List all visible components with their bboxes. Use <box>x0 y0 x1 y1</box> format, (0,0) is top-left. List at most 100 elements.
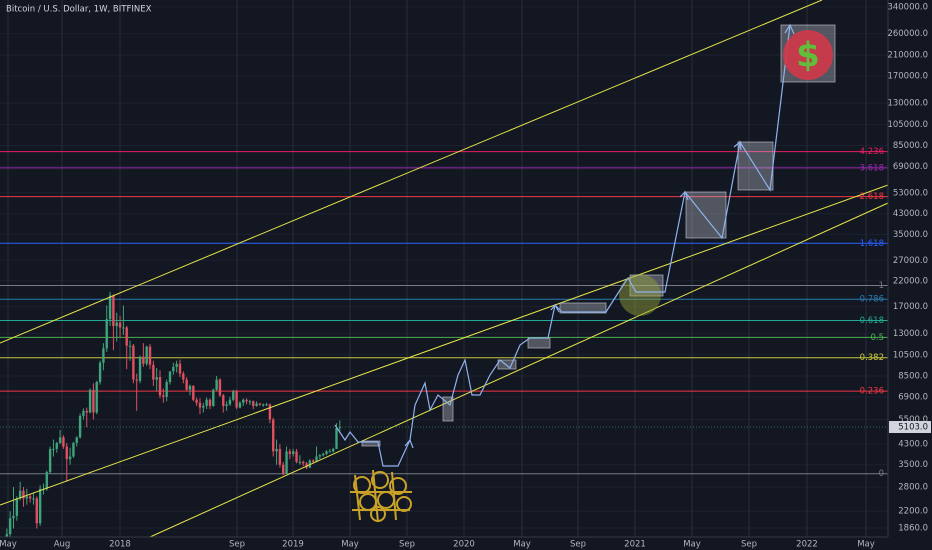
x-tick-label: 2018 <box>109 540 131 550</box>
candle-body <box>65 446 68 460</box>
channel-line <box>0 184 889 506</box>
candle-body <box>331 448 335 452</box>
candle-body <box>292 451 295 454</box>
candle-body <box>95 382 98 413</box>
candle-body <box>92 389 95 413</box>
badge-symbol: $ <box>796 36 820 76</box>
y-tick-label: 85000.0 <box>893 141 928 151</box>
x-tick-label: Sep <box>741 540 757 550</box>
candle-body <box>135 379 138 381</box>
candle-body <box>295 451 298 462</box>
candle-body <box>48 448 52 473</box>
candle-body <box>152 364 155 380</box>
y-tick-label: 105000.0 <box>887 120 928 130</box>
candle-body <box>175 363 178 367</box>
grid <box>0 0 888 537</box>
candle-body <box>15 498 19 516</box>
x-tick-label: May <box>0 540 17 550</box>
x-tick-label: 2020 <box>453 540 475 550</box>
candle-body <box>228 399 232 405</box>
candle-body <box>168 371 172 383</box>
candle-body <box>58 437 62 443</box>
fib-level-label: 0.618 <box>860 316 884 326</box>
candle-body <box>122 327 125 329</box>
candle-body <box>275 448 278 452</box>
box <box>527 337 551 349</box>
fib-level-label: 0.786 <box>860 295 884 305</box>
y-tick-label: 8500.0 <box>898 371 928 381</box>
candle-body <box>188 385 192 390</box>
candle-body <box>232 391 235 400</box>
candle-body <box>138 356 142 381</box>
time-axis-bg <box>0 537 932 550</box>
candle-body <box>328 451 332 453</box>
candle-body <box>252 401 255 406</box>
highlight-circle <box>619 274 661 316</box>
arrow-head <box>784 23 795 35</box>
candle-body <box>28 496 32 499</box>
candle-body <box>182 373 185 380</box>
candle-body <box>245 399 248 402</box>
y-tick-label: 4300.0 <box>898 440 928 450</box>
arrow-head <box>733 140 742 151</box>
x-tick-label: May <box>683 540 701 550</box>
y-tick-label: 13000.0 <box>893 329 928 339</box>
candle-body <box>68 456 72 460</box>
y-tick-label: 130000.0 <box>887 99 928 109</box>
candle-body <box>158 377 162 396</box>
fib-levels: 0 0.236 0.382 0.5 0.618 0.786 1 1.618 2.618 3.618… <box>0 147 888 479</box>
candle-body <box>102 348 105 363</box>
candle-body <box>8 518 12 535</box>
candle-body <box>238 402 242 408</box>
candle-body <box>235 391 238 408</box>
y-tick-label: 1860.0 <box>898 523 928 533</box>
candle-body <box>218 379 222 396</box>
candle-body <box>305 463 308 468</box>
box <box>361 440 381 447</box>
candle-body <box>98 362 102 383</box>
candle-body <box>225 404 228 406</box>
candle-body <box>321 453 325 456</box>
arrow-head <box>404 438 414 449</box>
candle-body <box>85 410 88 413</box>
candle-body <box>298 461 302 463</box>
candle-body <box>325 451 328 454</box>
candle-body <box>278 448 282 465</box>
candle-body <box>12 515 15 519</box>
y-tick-label: 170000.0 <box>887 72 928 82</box>
y-tick-label: 43000.0 <box>893 209 928 219</box>
candle-body <box>265 404 268 406</box>
candle-body <box>268 404 272 420</box>
projection-path <box>334 24 791 467</box>
candle-body <box>115 322 118 327</box>
candle-body <box>315 456 318 462</box>
candle-body <box>242 399 245 403</box>
channel-line <box>149 202 889 538</box>
candle-body <box>125 327 128 346</box>
arrow-head <box>550 303 560 313</box>
candle-body <box>215 379 218 390</box>
y-tick-label: 69000.0 <box>893 162 928 172</box>
box <box>442 396 454 422</box>
box <box>559 302 607 314</box>
candle-body <box>302 461 305 464</box>
candle-body <box>118 322 122 328</box>
candle-body <box>72 442 75 457</box>
candle-body <box>88 389 92 413</box>
candle-body <box>128 345 132 347</box>
x-tick-label: 2021 <box>624 540 646 550</box>
fib-level-label: 3.618 <box>860 163 884 173</box>
y-tick-label: 53000.0 <box>893 188 928 198</box>
candle-body <box>45 472 48 489</box>
last-price-tag <box>889 421 931 434</box>
candle-body <box>338 427 342 429</box>
fib-level-label: 0.236 <box>860 387 884 397</box>
candle-body <box>335 428 338 449</box>
candle-body <box>105 319 108 349</box>
candle-body <box>285 451 288 474</box>
y-tick-label: 27000.0 <box>893 256 928 266</box>
candle-body <box>198 402 202 408</box>
drawings: $ <box>0 0 889 538</box>
